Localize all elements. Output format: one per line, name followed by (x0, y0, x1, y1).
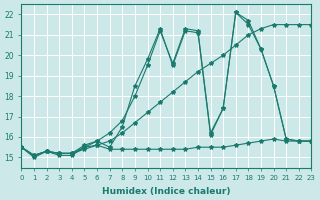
X-axis label: Humidex (Indice chaleur): Humidex (Indice chaleur) (102, 187, 231, 196)
